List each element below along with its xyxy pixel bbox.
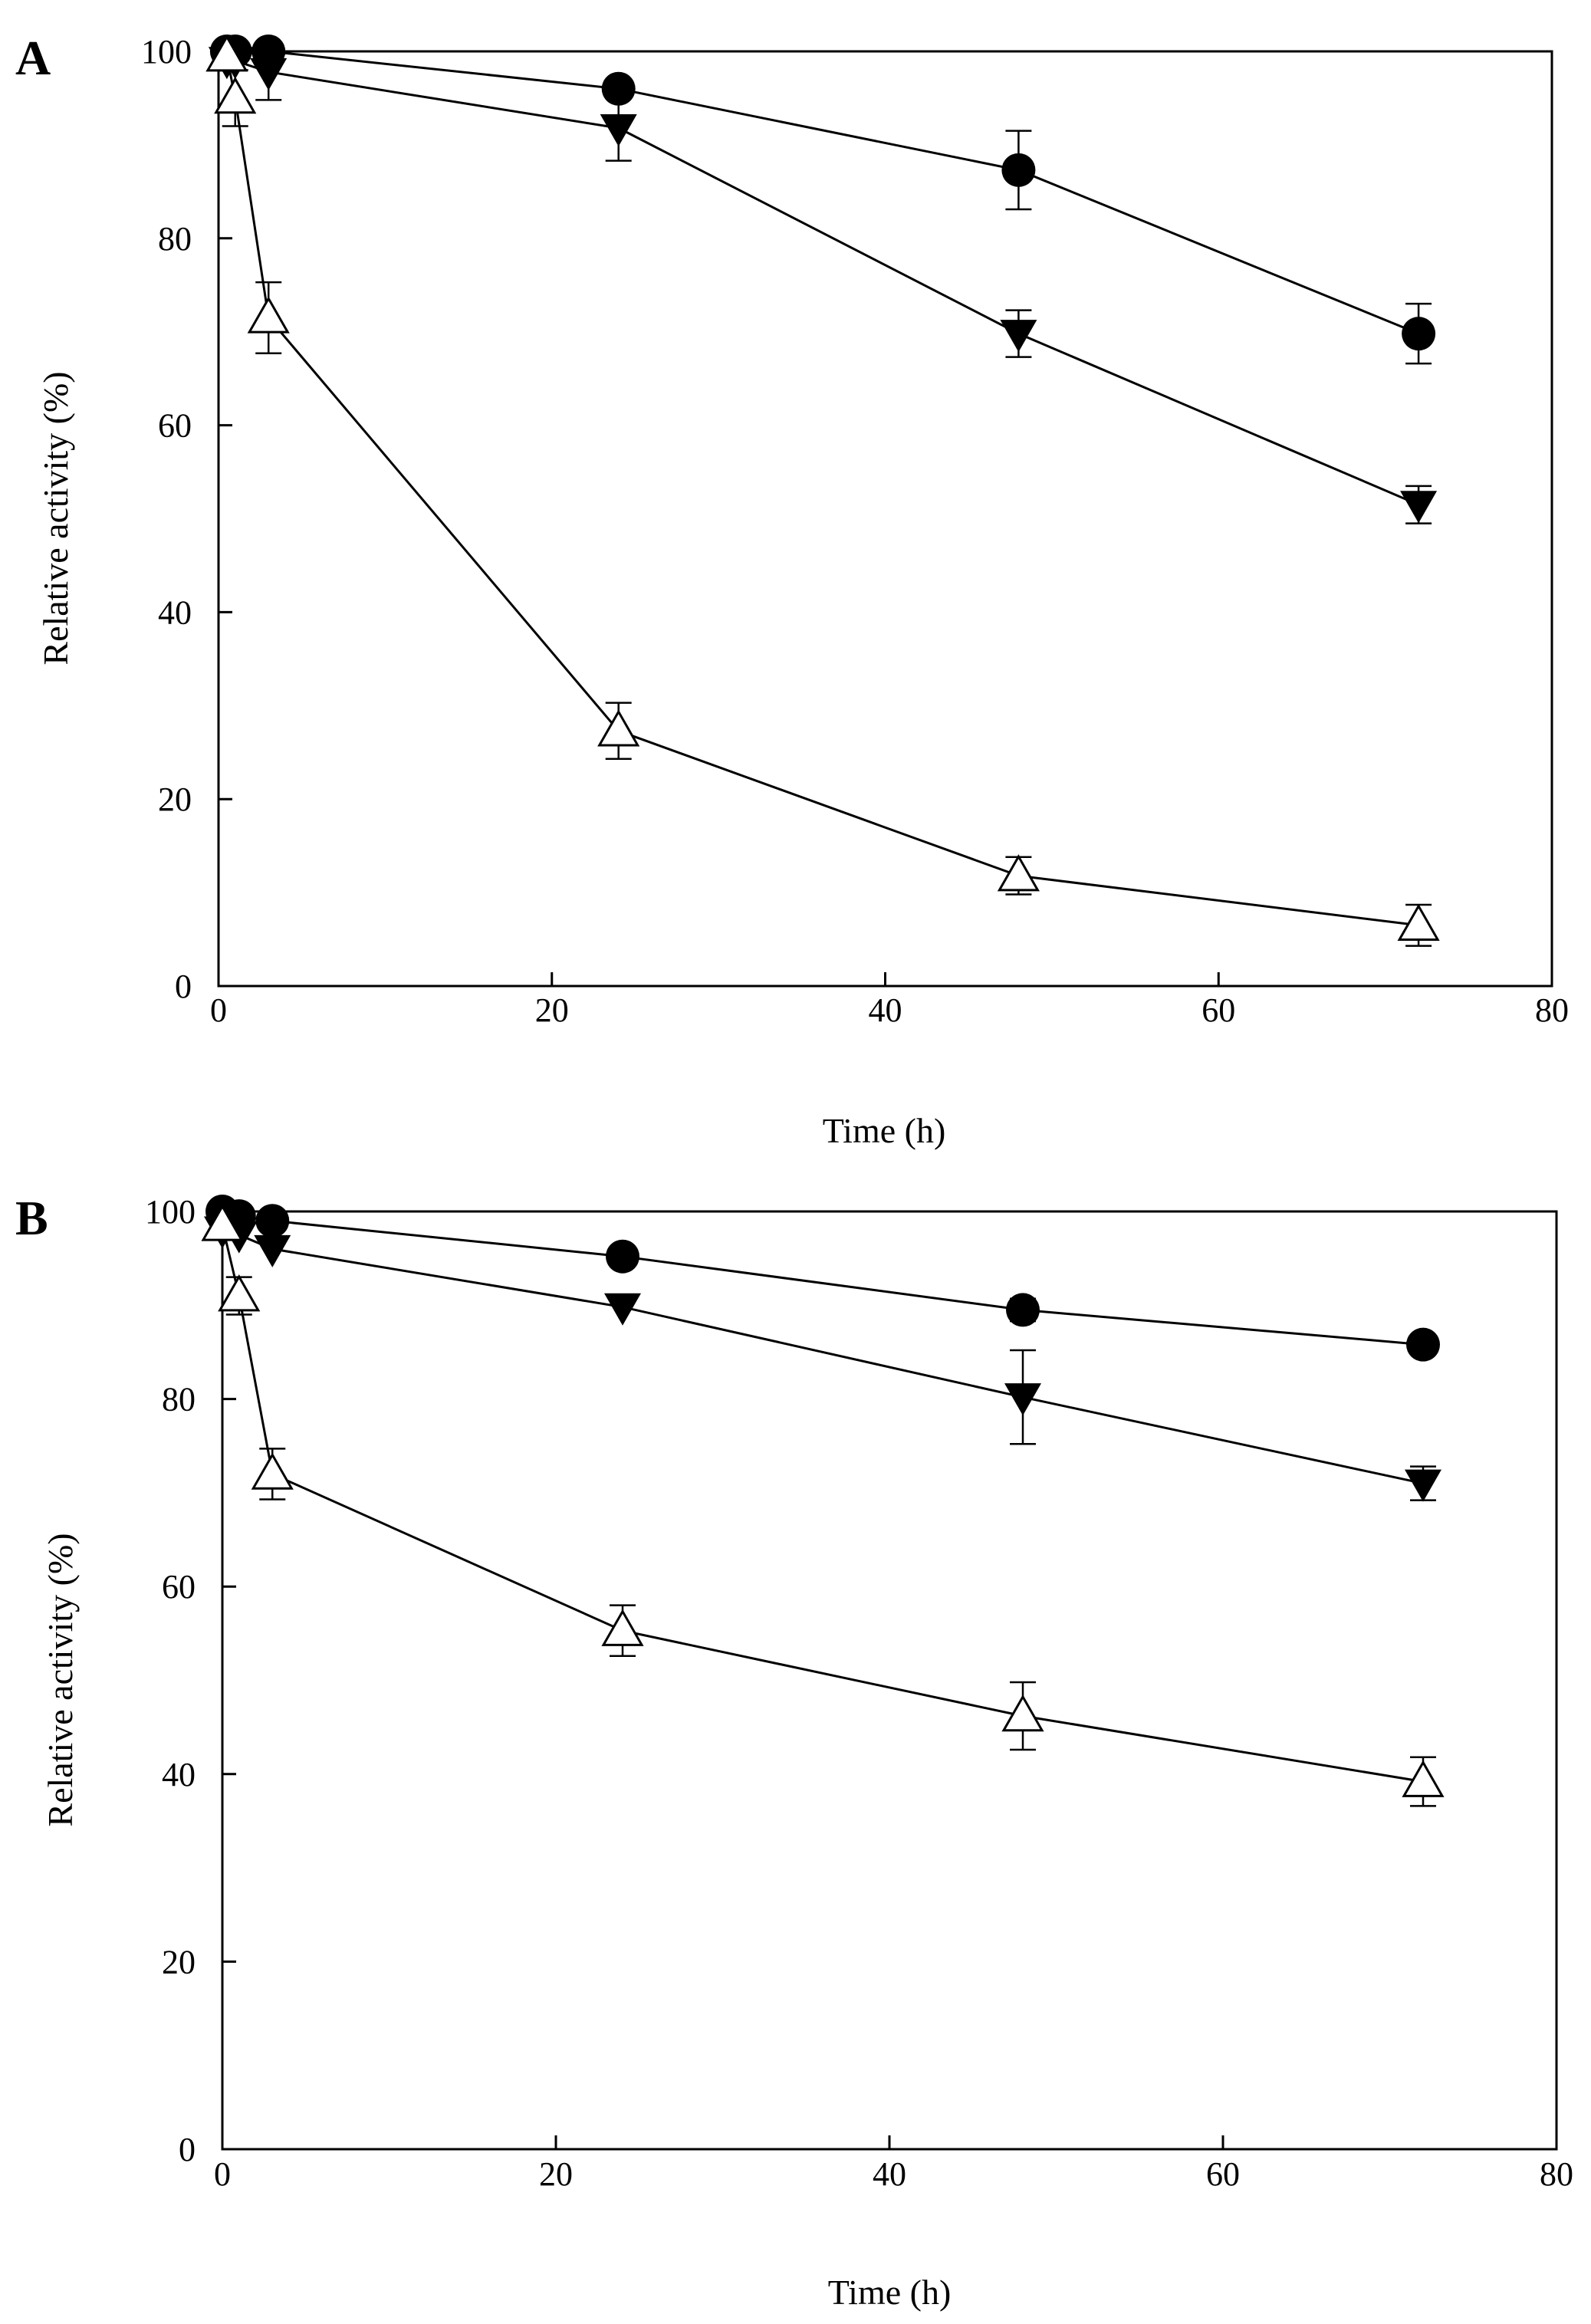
plot-frame-a	[217, 50, 1553, 988]
y-tick-label: 40	[158, 593, 192, 631]
series-triangle-up-a	[205, 35, 1440, 947]
data-point	[1001, 1694, 1044, 1732]
x-tick-label: 20	[539, 2155, 573, 2193]
data-point	[1402, 1760, 1445, 1797]
x-tick-label: 0	[210, 991, 227, 1029]
data-point	[1400, 491, 1438, 524]
data-point	[997, 854, 1040, 892]
y-tick-label: 0	[175, 968, 192, 1005]
x-tick-label: 40	[869, 991, 902, 1029]
series-circle-a	[209, 35, 1436, 365]
data-point	[1001, 153, 1036, 187]
data-point	[255, 1204, 290, 1238]
y-tick-label: 40	[162, 1756, 196, 1793]
panel-label-b: B	[15, 1191, 48, 1245]
y-axis-label-a: Relative activity (%)	[36, 371, 75, 665]
y-tick-label: 80	[162, 1381, 196, 1418]
series-triangle-down-b	[204, 1216, 1441, 1502]
x-axis-label-a: Time (h)	[823, 1111, 946, 1150]
data-point	[604, 1293, 641, 1326]
series-line	[222, 1210, 1424, 1346]
y-tick-label: 20	[158, 781, 192, 818]
series-triangle-up-b	[201, 1204, 1445, 1807]
data-point	[1405, 1469, 1441, 1502]
series-circle-b	[205, 1195, 1440, 1362]
series-triangle-down-a	[208, 42, 1438, 524]
panel-b: B 0 20 40 60 80 0 20 40 60 80 100 Time (h) Relativ…	[15, 1191, 1573, 2312]
series-line	[226, 59, 1419, 506]
data-point	[600, 113, 637, 146]
ticks-b: 0 20 40 60 80 0 20 40 60 80 100	[145, 1193, 1573, 2193]
y-tick-label: 0	[179, 2131, 196, 2168]
x-tick-label: 20	[535, 991, 569, 1029]
data-point	[597, 709, 640, 747]
ticks-a: 0 20 40 60 80 0 20 40 60 80 100	[141, 33, 1569, 1029]
y-tick-label: 60	[158, 407, 192, 445]
data-point	[1406, 1327, 1440, 1362]
x-tick-label: 80	[1540, 2155, 1573, 2193]
x-tick-label: 0	[214, 2155, 231, 2193]
data-point	[606, 1239, 639, 1274]
series-layer-a	[205, 35, 1440, 947]
y-tick-label: 60	[162, 1568, 196, 1606]
series-line	[221, 1224, 1424, 1783]
x-axis-label-b: Time (h)	[828, 2273, 952, 2312]
data-point	[601, 71, 636, 106]
data-point	[201, 1204, 244, 1241]
series-layer-b	[201, 1195, 1445, 1807]
series-line	[225, 55, 1419, 927]
x-tick-label: 60	[1201, 991, 1235, 1029]
series-line	[222, 1229, 1424, 1485]
data-point	[251, 1452, 294, 1490]
data-point	[1006, 1293, 1040, 1327]
x-tick-label: 60	[1206, 2155, 1240, 2193]
data-point	[218, 1274, 261, 1312]
panel-a: A 0 20 40 60 80 0 20 40 60 80 100 Time (h) Relativ…	[15, 31, 1569, 1150]
panel-label-a: A	[15, 31, 51, 85]
x-tick-label: 40	[873, 2155, 906, 2193]
data-point	[205, 35, 248, 72]
x-tick-label: 80	[1535, 991, 1569, 1029]
y-tick-label: 100	[141, 33, 192, 71]
data-point	[1397, 903, 1440, 942]
y-axis-label-b: Relative activity (%)	[41, 1533, 80, 1826]
data-point	[1000, 320, 1037, 353]
data-point	[601, 1609, 644, 1646]
data-point	[250, 58, 288, 90]
data-point	[254, 1234, 291, 1267]
y-tick-label: 80	[158, 220, 192, 258]
data-point	[247, 296, 290, 334]
data-point	[1402, 317, 1436, 351]
data-point	[214, 76, 257, 114]
data-point	[1004, 1383, 1041, 1416]
y-tick-label: 20	[162, 1943, 196, 1980]
plot-frame-b	[221, 1210, 1558, 2151]
y-tick-label: 100	[145, 1193, 196, 1231]
